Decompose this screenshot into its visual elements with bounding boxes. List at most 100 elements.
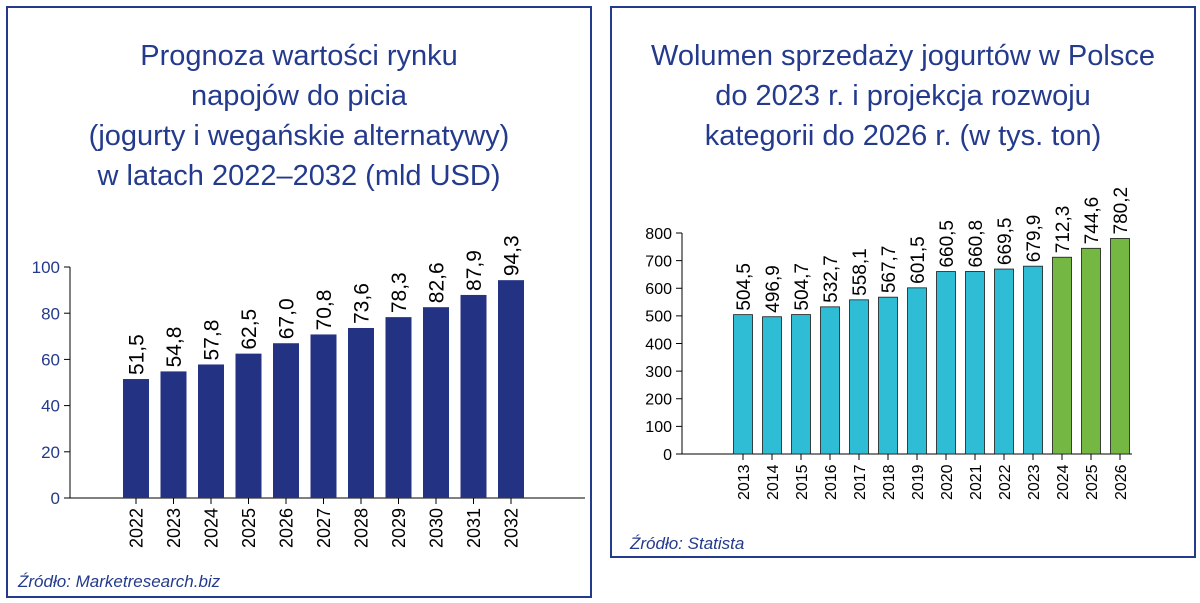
y-tick-label: 600 (645, 281, 672, 298)
data-label: 73,6 (351, 283, 374, 324)
data-label: 780,2 (1111, 187, 1132, 235)
x-tick-label: 2023 (1026, 464, 1043, 500)
title-line: napojów do picia (190, 80, 408, 112)
title-line: w latach 2022–2032 (mld USD) (97, 160, 501, 192)
y-tick-label: 80 (41, 304, 60, 323)
title-line: Wolumen sprzedaży jogurtów w Polsce (651, 40, 1155, 72)
data-label: 669,5 (995, 218, 1016, 266)
bar (160, 371, 187, 498)
x-tick-label: 2019 (910, 464, 927, 500)
x-tick-label: 2025 (1084, 464, 1101, 500)
x-tick-label: 2015 (794, 464, 811, 500)
data-label: 78,3 (388, 272, 411, 313)
y-tick-label: 20 (41, 443, 60, 462)
x-tick-label: 2026 (1113, 464, 1130, 500)
chart-panel-yogurt-volume: Wolumen sprzedaży jogurtów w Polsce do 2… (610, 6, 1196, 558)
y-tick-label: 300 (645, 364, 672, 381)
x-tick-label: 2022 (126, 508, 146, 548)
x-tick-label: 2023 (164, 508, 184, 548)
x-tick-label: 2014 (765, 464, 782, 500)
x-tick-label: 2032 (501, 508, 521, 548)
data-label: 504,5 (734, 263, 755, 311)
x-tick-label: 2031 (464, 508, 484, 548)
bar (907, 287, 927, 455)
x-tick-label: 2024 (201, 508, 221, 548)
bar (123, 379, 149, 498)
x-tick-label: 2030 (426, 508, 446, 548)
data-label: 601,5 (908, 236, 929, 284)
y-tick-label: 60 (41, 351, 60, 370)
bar (791, 314, 811, 455)
source-note: Źródło: Marketresearch.biz (18, 572, 221, 591)
bar (762, 316, 782, 455)
y-tick-label: 0 (51, 489, 60, 508)
bar (385, 317, 412, 498)
y-tick-label: 500 (645, 309, 672, 326)
y-tick-label: 800 (645, 226, 672, 243)
data-label: 82,6 (426, 262, 449, 303)
bar (310, 334, 337, 498)
data-label: 532,7 (821, 255, 842, 303)
bar (348, 327, 374, 498)
y-tick-label: 40 (41, 397, 60, 416)
data-label: 67,0 (276, 298, 299, 339)
bar (878, 296, 898, 455)
source-note: Źródło: Statista (630, 534, 745, 553)
y-tick-label: 200 (645, 392, 672, 409)
y-tick-label: 700 (645, 253, 672, 270)
x-tick-label: 2025 (239, 508, 259, 548)
title-line: (jogurty i wegańskie alternatywy) (88, 120, 510, 152)
data-label: 62,5 (238, 309, 261, 350)
x-tick-label: 2013 (736, 464, 753, 500)
data-label: 496,9 (763, 265, 784, 313)
bar (733, 314, 753, 455)
bar (198, 364, 224, 498)
bar (235, 353, 262, 498)
data-label: 94,3 (501, 235, 524, 276)
data-label: 54,8 (163, 327, 186, 368)
x-tick-label: 2028 (351, 508, 371, 548)
title-line: kategorii do 2026 r. (w tys. ton) (704, 120, 1102, 152)
bar (1110, 238, 1130, 455)
chart-panel-market-value: Prognoza wartości rynku napojów do picia… (6, 6, 592, 598)
bar (423, 307, 449, 498)
data-label: 70,8 (313, 290, 336, 331)
bar (460, 294, 487, 498)
x-tick-label: 2018 (881, 464, 898, 500)
x-tick-label: 2022 (997, 464, 1014, 500)
x-tick-label: 2020 (939, 464, 956, 500)
bar (965, 271, 985, 455)
bar (1023, 265, 1043, 455)
x-tick-label: 2021 (968, 464, 985, 500)
bar (936, 271, 956, 455)
bar (1081, 247, 1101, 455)
data-label: 744,6 (1082, 197, 1103, 245)
data-label: 558,1 (850, 248, 871, 296)
bar (273, 343, 299, 498)
bar (498, 280, 524, 498)
data-label: 504,7 (792, 263, 813, 311)
chart-title: Prognoza wartości rynku napojów do picia… (8, 36, 590, 196)
bar (849, 299, 869, 455)
x-tick-label: 2016 (823, 464, 840, 500)
bar (820, 306, 840, 455)
y-tick-label: 0 (663, 447, 672, 464)
bar (994, 268, 1014, 455)
x-tick-label: 2024 (1055, 464, 1072, 500)
bar-chart-yogurt-volume: 0 100 200 300 400 500 600 700 800 504,5 2013 496,9 2… (645, 187, 1132, 500)
data-label: 57,8 (201, 320, 224, 361)
x-tick-label: 2017 (852, 464, 869, 500)
data-label: 87,9 (463, 250, 486, 291)
y-tick-label: 100 (645, 419, 672, 436)
y-tick-label: 100 (32, 258, 60, 277)
data-label: 660,8 (966, 220, 987, 268)
data-label: 660,5 (937, 220, 958, 268)
data-label: 567,7 (879, 246, 900, 294)
title-line: do 2023 r. i projekcja rozwoju (715, 80, 1091, 112)
x-tick-label: 2029 (389, 508, 409, 548)
x-tick-label: 2027 (314, 508, 334, 548)
chart-title: Wolumen sprzedaży jogurtów w Polsce do 2… (612, 36, 1194, 156)
x-tick-label: 2026 (276, 508, 296, 548)
data-label: 712,3 (1053, 206, 1074, 254)
bar-chart-market-value: 0 20 40 60 80 100 51,5 2022 54,8 2023 57,8 2024 62,5… (32, 235, 585, 548)
